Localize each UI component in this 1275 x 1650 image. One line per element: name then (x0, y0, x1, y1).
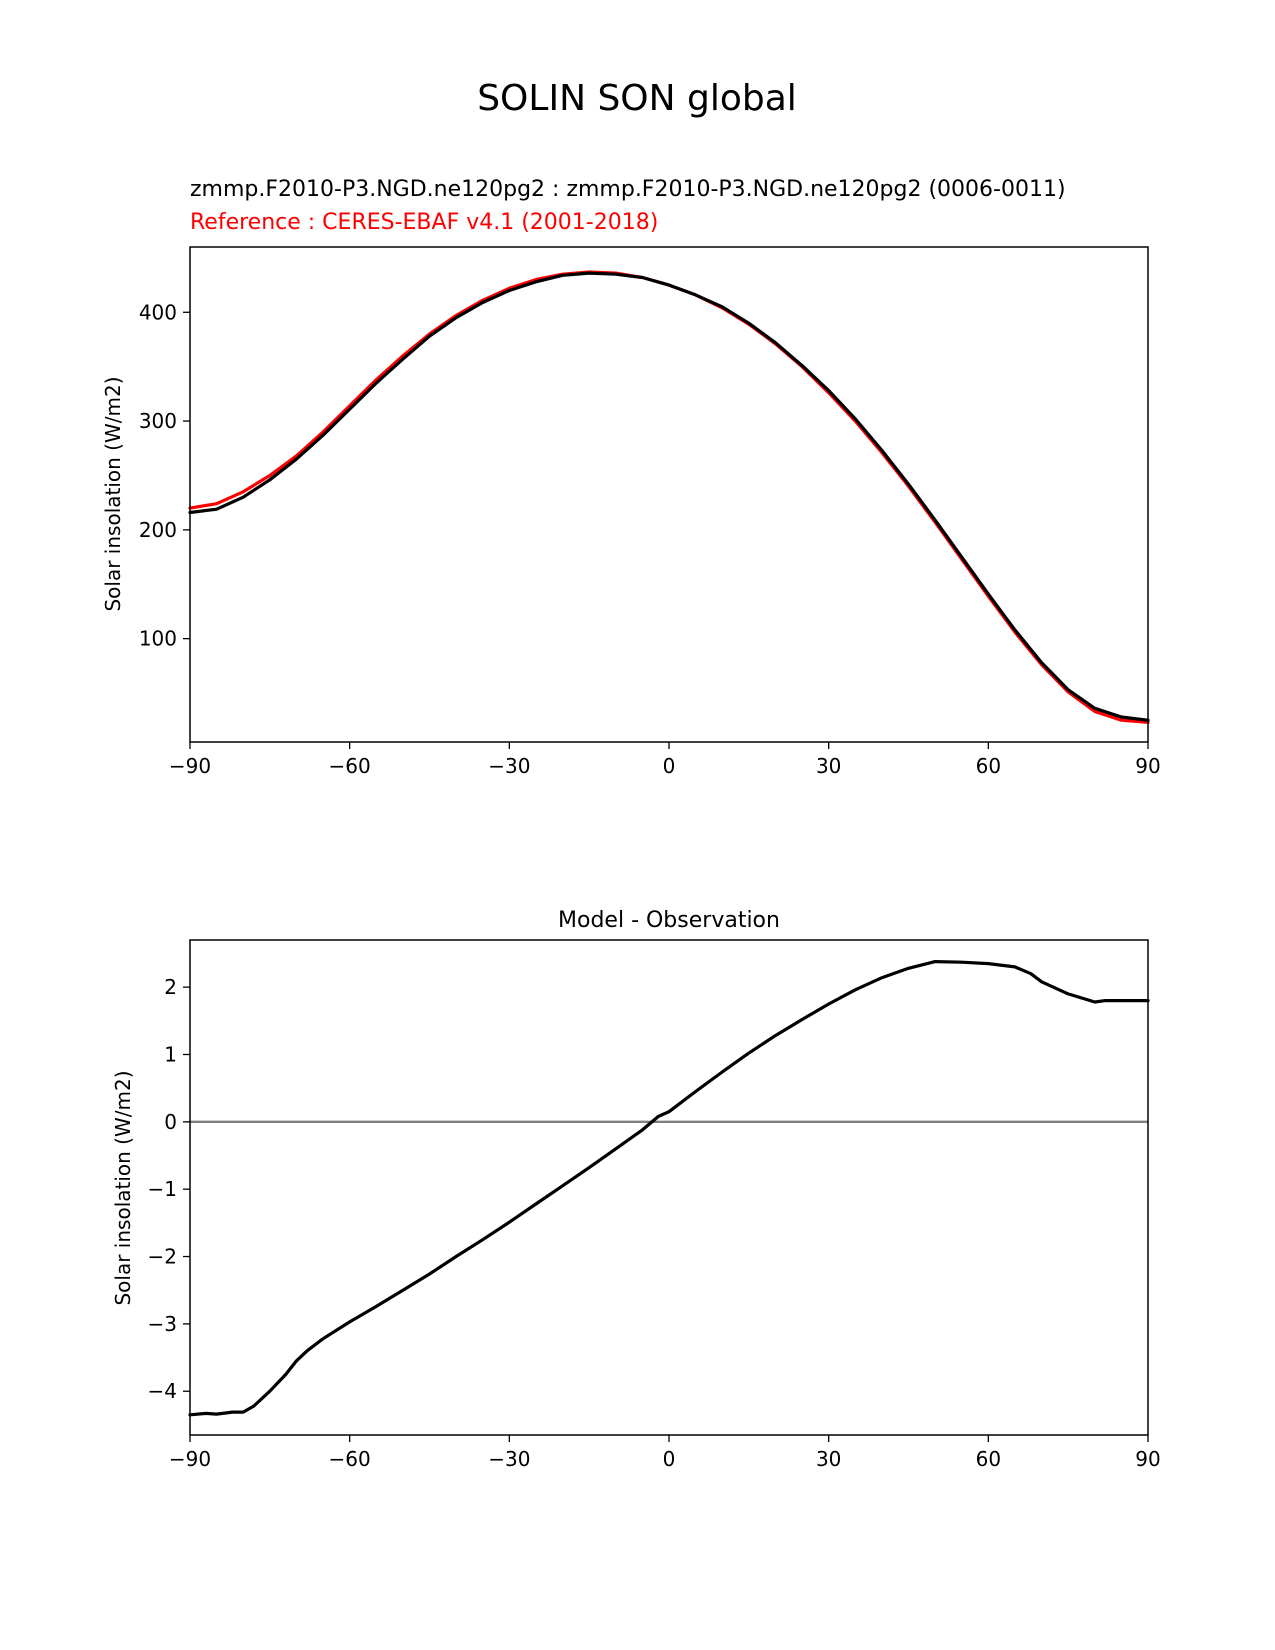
bottom-plot-ytick-label: −3 (148, 1312, 177, 1336)
top-plot: zmmp.F2010-P3.NGD.ne120pg2 : zmmp.F2010-… (101, 177, 1161, 778)
bottom-plot-title: Model - Observation (558, 908, 780, 933)
top-plot-frame (189, 246, 1149, 743)
figure-title: SOLIN SON global (477, 78, 797, 119)
bottom-plot-xtick-label: 90 (1135, 1447, 1160, 1471)
bottom-plot-ytick-label: −4 (148, 1379, 177, 1403)
top-plot-xtick-label: 90 (1135, 754, 1160, 778)
top-plot-xtick-label: 60 (976, 754, 1001, 778)
top-plot-series-model (188, 271, 1150, 722)
top-plot-title-case: zmmp.F2010-P3.NGD.ne120pg2 : zmmp.F2010-… (190, 177, 1066, 202)
bottom-plot-xtick-label: −90 (169, 1447, 211, 1471)
bottom-plot-xtick-label: −30 (488, 1447, 530, 1471)
bottom-plot-xtick-label: 0 (663, 1447, 676, 1471)
bottom-plot-ytick-label: −1 (148, 1177, 177, 1201)
bottom-plot-xtick-label: 60 (976, 1447, 1001, 1471)
top-plot-xtick-label: −90 (169, 754, 211, 778)
bottom-plot-frame (189, 939, 1149, 1436)
bottom-plot: Model - Observation −90 −60 −30 0 30 60 90−4−3… (111, 908, 1161, 1471)
top-plot-ytick-label: 300 (139, 409, 177, 433)
top-plot-title-reference: Reference : CERES-EBAF v4.1 (2001-2018) (190, 210, 658, 235)
top-plot-xtick-label: −60 (329, 754, 371, 778)
top-plot-ylabel: Solar insolation (W/m2) (101, 376, 125, 611)
bottom-plot-ytick-label: 1 (164, 1042, 177, 1066)
top-plot-axes: −90 −60 −30 0 30 60 90 100 200 300 400 (139, 300, 1161, 778)
top-plot-series-reference (188, 270, 1150, 725)
top-plot-ytick-label: 200 (139, 518, 177, 542)
bottom-plot-axes: −90 −60 −30 0 30 60 90 −4 −3 −2 −1 0 1 2 (148, 975, 1161, 1471)
top-plot-xtick-label: 0 (663, 754, 676, 778)
bottom-plot-xtick-label: 30 (816, 1447, 841, 1471)
bottom-plot-ylabel: Solar insolation (W/m2) (111, 1070, 135, 1305)
bottom-plot-ytick-label: 0 (164, 1110, 177, 1134)
bottom-plot-series (188, 959, 1150, 1417)
top-plot-ytick-label: 100 (139, 627, 177, 651)
top-plot-xtick-label: −30 (488, 754, 530, 778)
bottom-plot-ytick-label: −2 (148, 1245, 177, 1269)
top-plot-ytick-label: 400 (139, 300, 177, 324)
bottom-plot-ytick-label: 2 (164, 975, 177, 999)
top-plot-series (188, 270, 1150, 725)
bottom-plot-xtick-label: −60 (329, 1447, 371, 1471)
bottom-plot-series-model-observation (188, 959, 1150, 1417)
top-plot-xtick-label: 30 (816, 754, 841, 778)
